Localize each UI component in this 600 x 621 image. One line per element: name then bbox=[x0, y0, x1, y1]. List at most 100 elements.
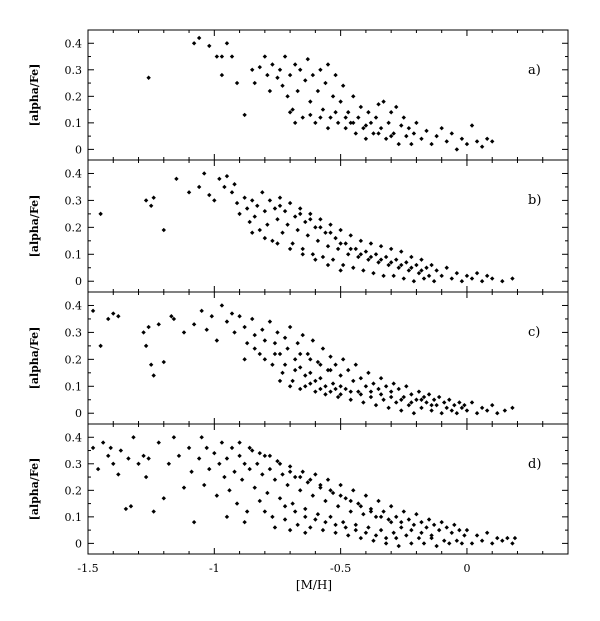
data-point bbox=[335, 120, 341, 126]
data-point bbox=[310, 493, 316, 498]
panel-1: 0 0.1 0.2 0.3 0.4 [alpha/Fe] a) bbox=[28, 29, 569, 161]
data-point bbox=[143, 343, 149, 349]
data-point bbox=[447, 541, 452, 546]
data-point bbox=[290, 107, 295, 112]
data-point bbox=[262, 509, 268, 514]
data-point bbox=[358, 535, 364, 541]
data-point bbox=[267, 453, 273, 459]
data-point bbox=[265, 222, 270, 227]
data-point bbox=[490, 541, 495, 546]
data-point bbox=[366, 110, 371, 115]
data-point bbox=[447, 397, 452, 402]
data-point bbox=[388, 519, 394, 525]
data-point bbox=[424, 265, 429, 270]
data-point bbox=[161, 359, 166, 365]
data-point bbox=[141, 453, 146, 459]
data-point bbox=[90, 445, 96, 451]
data-point bbox=[391, 381, 396, 386]
data-point bbox=[484, 408, 490, 413]
data-point bbox=[287, 110, 293, 115]
data-point bbox=[394, 257, 399, 262]
panel-2: 0 0.1 0.2 0.3 0.4 [alpha/Fe] b) bbox=[28, 159, 569, 293]
data-point bbox=[419, 397, 424, 402]
data-point bbox=[333, 522, 338, 528]
data-point bbox=[343, 386, 348, 392]
data-point bbox=[479, 538, 485, 543]
data-point bbox=[495, 411, 500, 416]
data-point bbox=[315, 359, 321, 365]
data-point bbox=[323, 384, 328, 389]
data-point bbox=[454, 411, 460, 416]
data-point bbox=[277, 351, 283, 357]
panel-frame bbox=[87, 159, 569, 293]
data-point bbox=[474, 533, 480, 538]
data-point bbox=[141, 330, 146, 335]
data-point bbox=[333, 362, 338, 367]
data-point bbox=[252, 214, 257, 219]
data-point bbox=[232, 469, 237, 474]
data-point bbox=[250, 316, 255, 322]
data-point bbox=[161, 227, 166, 233]
data-point bbox=[265, 72, 270, 78]
data-point bbox=[202, 171, 207, 176]
data-point bbox=[383, 541, 389, 546]
data-point bbox=[414, 120, 419, 126]
data-point bbox=[464, 273, 470, 279]
data-point bbox=[320, 346, 326, 351]
data-point bbox=[383, 254, 389, 260]
data-point bbox=[252, 332, 257, 338]
y-tick-label: 0.1 bbox=[65, 117, 83, 130]
data-point bbox=[280, 472, 285, 477]
data-point bbox=[383, 535, 389, 541]
data-point bbox=[303, 514, 308, 520]
data-point bbox=[411, 131, 417, 136]
data-point bbox=[262, 453, 268, 459]
data-point bbox=[224, 456, 230, 461]
data-point bbox=[257, 450, 262, 456]
data-point bbox=[411, 411, 417, 416]
data-point bbox=[328, 222, 333, 227]
data-point bbox=[257, 351, 262, 357]
data-point bbox=[394, 535, 399, 541]
data-point bbox=[419, 519, 424, 525]
data-point bbox=[126, 456, 131, 461]
data-point bbox=[431, 397, 437, 402]
data-point bbox=[404, 533, 409, 538]
data-point bbox=[303, 506, 308, 512]
data-point bbox=[224, 173, 230, 179]
data-point bbox=[234, 501, 240, 506]
data-point bbox=[399, 249, 404, 254]
data-point bbox=[361, 125, 366, 131]
data-point bbox=[348, 233, 353, 238]
data-point bbox=[409, 541, 414, 546]
data-point bbox=[351, 120, 356, 126]
data-point bbox=[287, 72, 293, 78]
data-point bbox=[267, 88, 273, 94]
data-point bbox=[348, 509, 353, 514]
data-point bbox=[409, 392, 414, 397]
data-point bbox=[479, 279, 485, 284]
data-point bbox=[457, 400, 462, 405]
data-point bbox=[298, 386, 303, 392]
data-point bbox=[131, 435, 136, 440]
data-point bbox=[277, 67, 283, 72]
data-point bbox=[295, 522, 300, 528]
data-point bbox=[315, 88, 321, 94]
data-point bbox=[313, 378, 318, 384]
data-point bbox=[378, 244, 384, 249]
data-point bbox=[277, 496, 283, 501]
data-point bbox=[219, 303, 225, 308]
data-point bbox=[399, 397, 404, 402]
data-point bbox=[146, 456, 151, 461]
data-point bbox=[242, 195, 247, 200]
data-point bbox=[356, 254, 361, 260]
data-point bbox=[282, 208, 288, 214]
data-point bbox=[459, 136, 465, 141]
data-point bbox=[176, 453, 182, 459]
data-point bbox=[224, 514, 230, 520]
data-point bbox=[386, 405, 391, 411]
data-point bbox=[346, 367, 351, 373]
y-tick-label: 0.4 bbox=[65, 299, 83, 312]
data-point bbox=[378, 527, 384, 533]
data-point bbox=[512, 535, 518, 541]
